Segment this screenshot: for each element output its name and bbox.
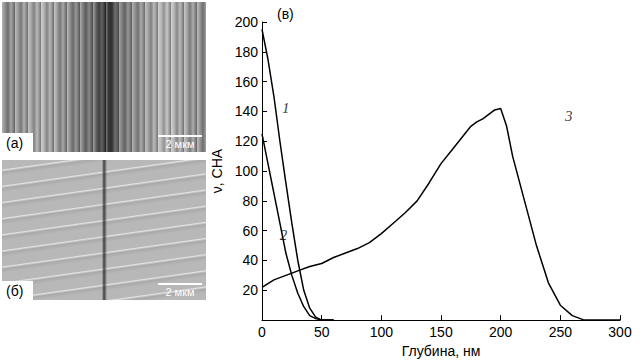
html-text:(б): (б) — [6, 283, 24, 299]
svg-text:3: 3 — [564, 108, 573, 124]
svg-text:60: 60 — [242, 223, 258, 239]
svg-text:0: 0 — [258, 324, 266, 340]
html-text:2 мкм: 2 мкм — [165, 286, 195, 298]
svg-text:1: 1 — [282, 100, 290, 116]
svg-text:180: 180 — [235, 44, 259, 60]
svg-text:ν, СНА: ν, СНА — [209, 148, 225, 193]
svg-text:40: 40 — [242, 252, 258, 268]
svg-text:100: 100 — [370, 324, 394, 340]
svg-text:50: 50 — [314, 324, 330, 340]
svg-text:200: 200 — [235, 14, 259, 30]
svg-text:20: 20 — [242, 282, 258, 298]
svg-text:150: 150 — [429, 324, 453, 340]
svg-text:250: 250 — [549, 324, 573, 340]
html-text:2 мкм: 2 мкм — [165, 138, 195, 150]
svg-text:2: 2 — [279, 227, 288, 244]
svg-text:(в): (в) — [277, 6, 294, 22]
svg-text:300: 300 — [608, 324, 632, 340]
svg-text:160: 160 — [235, 74, 259, 90]
svg-text:140: 140 — [235, 103, 259, 119]
svg-text:80: 80 — [242, 193, 258, 209]
html-text:(а): (а) — [6, 135, 24, 151]
svg-text:120: 120 — [235, 133, 259, 149]
svg-text:100: 100 — [235, 163, 259, 179]
svg-text:200: 200 — [489, 324, 513, 340]
svg-text:Глубина, нм: Глубина, нм — [402, 343, 481, 359]
